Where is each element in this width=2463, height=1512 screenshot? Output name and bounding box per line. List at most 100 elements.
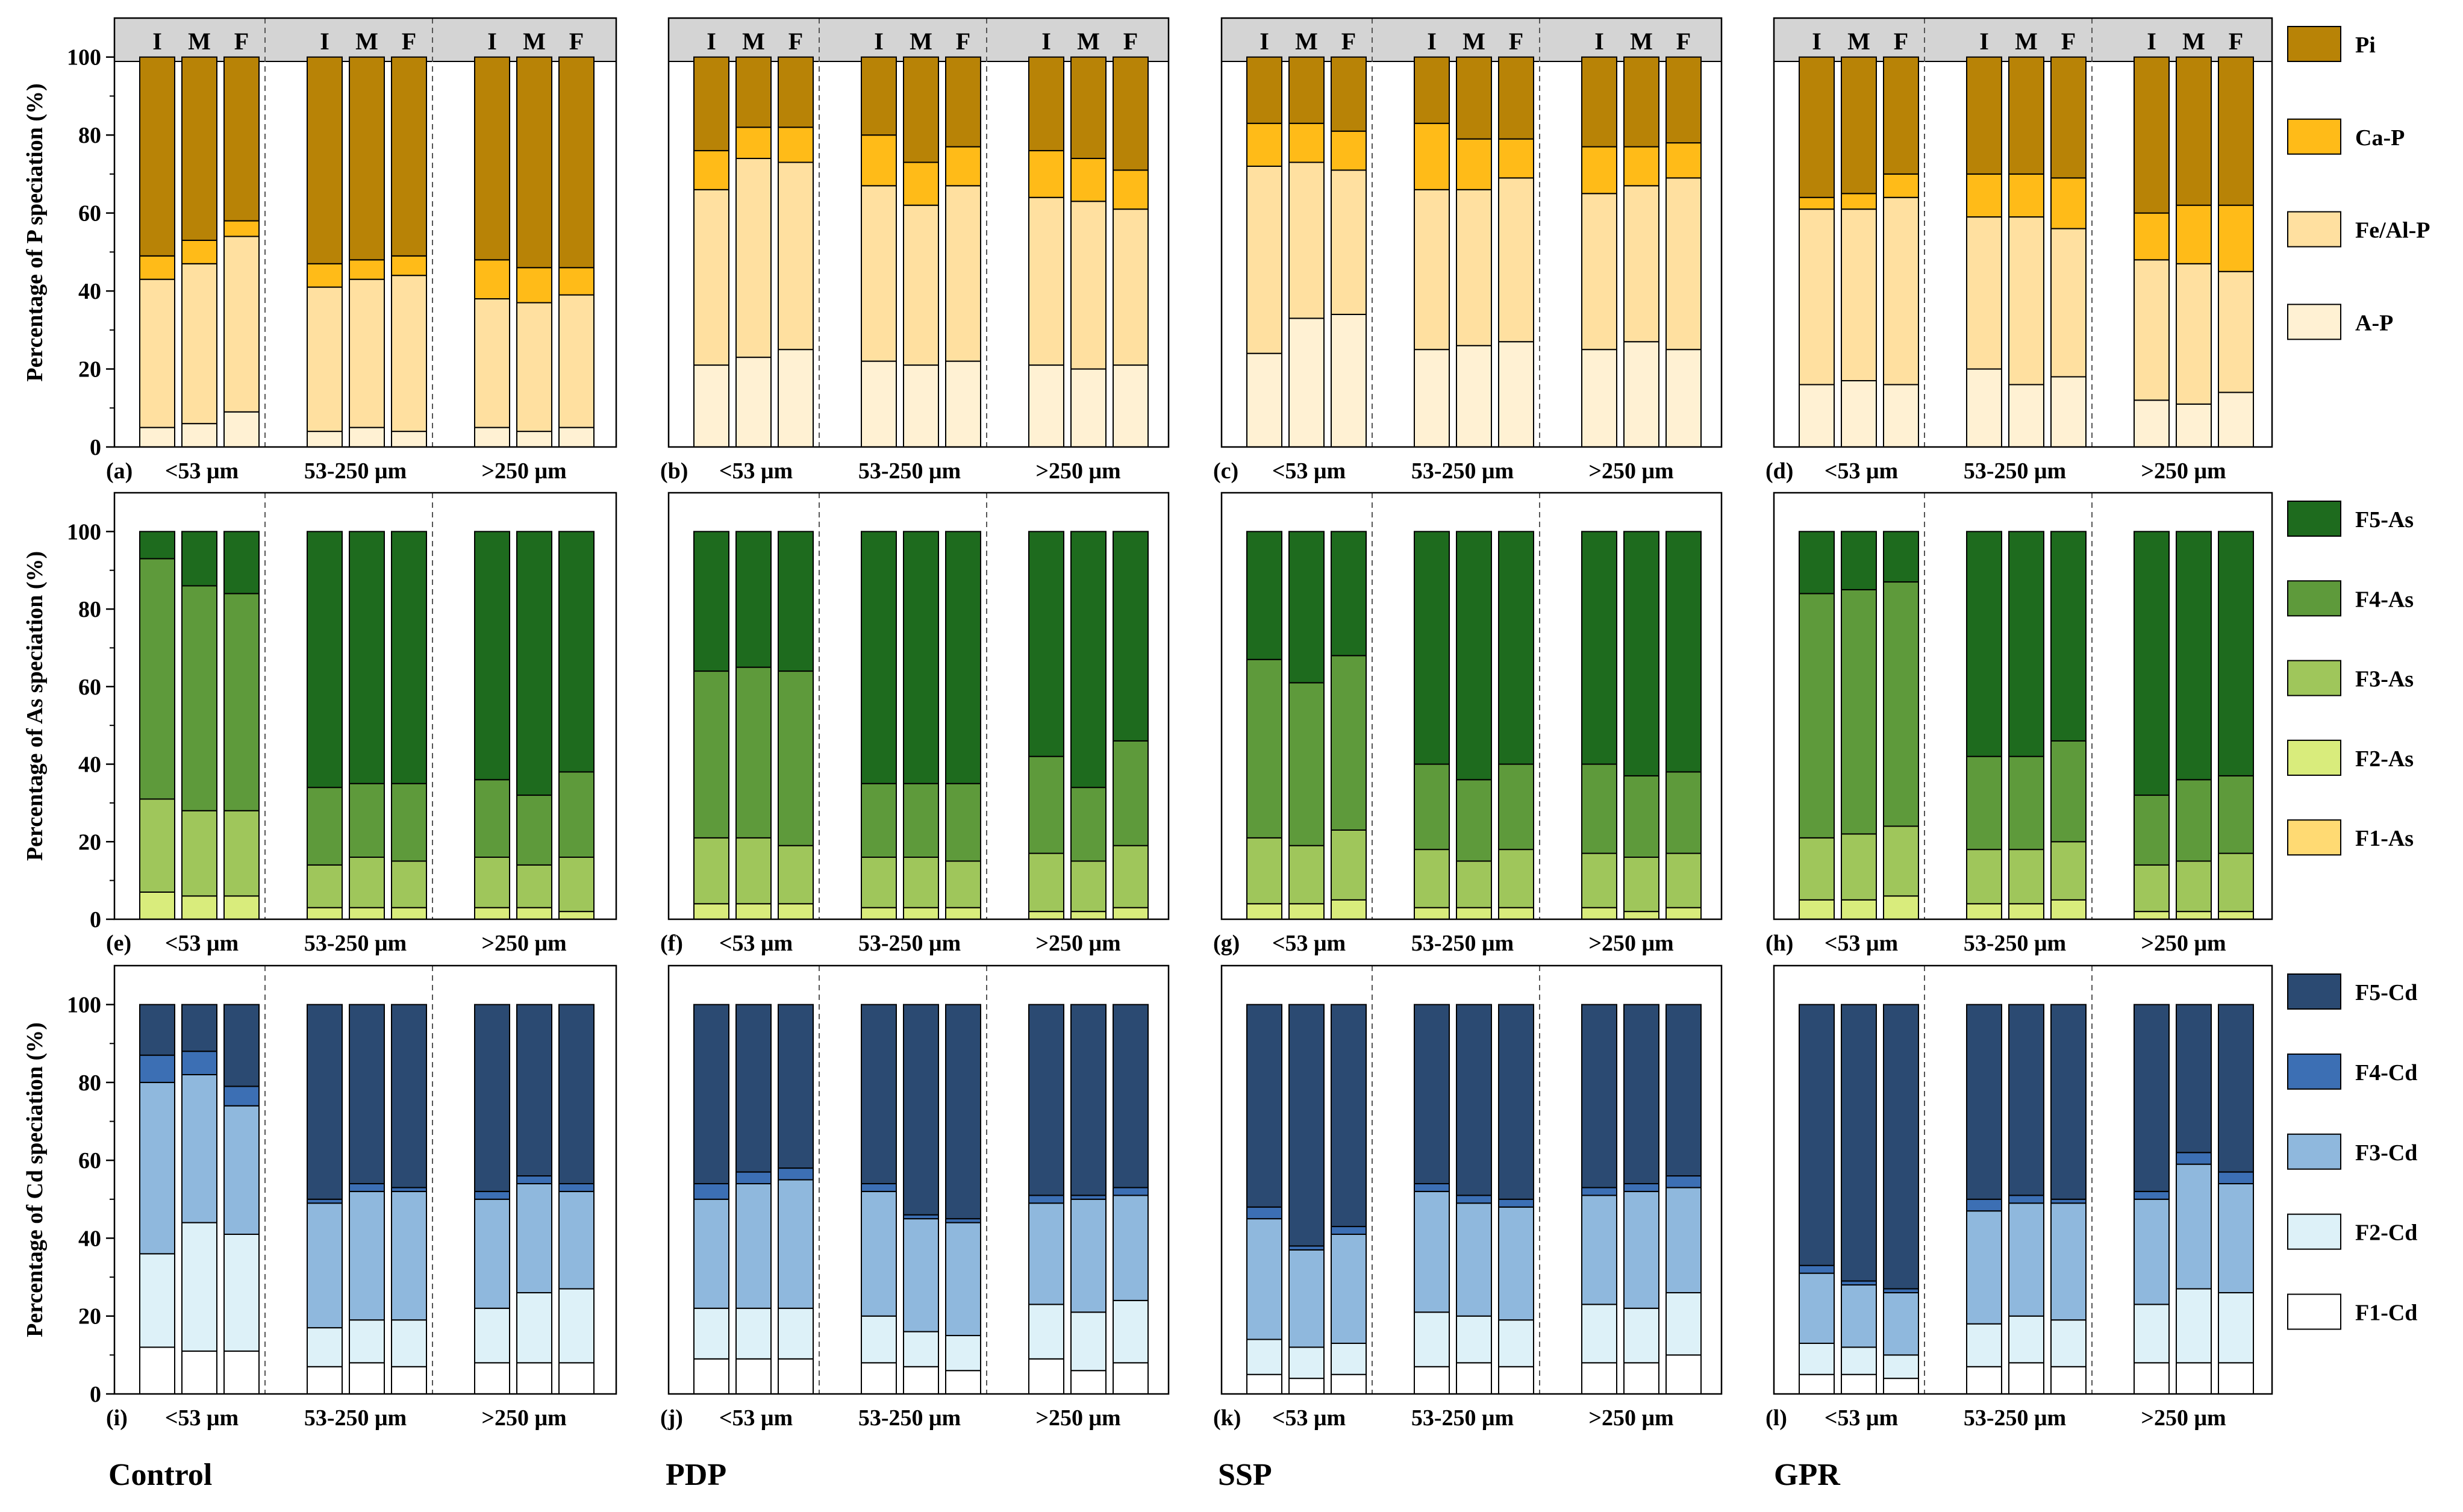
panel-i-bar-4-F2-Cd	[307, 1327, 343, 1367]
panel-a-bar-4-Pi	[307, 56, 343, 264]
panel-h-bar-1-F2-As	[1799, 899, 1835, 920]
panel-a-bar-9-A-P	[558, 426, 595, 448]
panel-e-bar-1-F3-As	[139, 798, 175, 893]
panel-a-bar-4-Ca-P	[307, 263, 343, 288]
panel-g-bar-5-F4-As	[1456, 779, 1492, 862]
panel-b-stage-label: I	[874, 28, 884, 55]
panel-e-bar-7-F3-As	[474, 857, 510, 908]
y-tick-label: 60	[78, 201, 101, 226]
legend-label-F1-Cd: F1-Cd	[2355, 1301, 2417, 1326]
panel-b-bar-5-Pi	[903, 56, 939, 163]
panel-b-bar-2-Ca-P	[735, 127, 772, 160]
panel-g-frame	[1220, 492, 1723, 920]
panel-g-bar-9-F5-As	[1665, 531, 1702, 773]
panel-a-bar-1-Ca-P	[139, 255, 175, 280]
panel-a-bar-1-A-P	[139, 426, 175, 448]
panel-g-bar-1-F5-As	[1246, 531, 1282, 660]
panel-b-bar-3-Fe/Al-P	[778, 161, 814, 351]
panel-a-stage-label: M	[523, 28, 546, 55]
panel-j-bar-4-F1-Cd	[861, 1362, 897, 1395]
panel-i-bar-1-F4-Cd	[139, 1054, 175, 1083]
panel-k-bar-9-F4-Cd	[1665, 1175, 1702, 1189]
panel-b-bar-1-Pi	[693, 56, 729, 152]
panel-e-bar-9-F2-As	[558, 911, 595, 920]
panel-i-bar-5-F4-Cd	[349, 1182, 385, 1192]
panel-e-letter: (e)	[106, 931, 131, 956]
panel-f-bar-4-F3-As	[861, 857, 897, 908]
panel-k-size-label: >250 μm	[1588, 1405, 1673, 1431]
panel-f-bar-1-F3-As	[693, 837, 729, 905]
panel-e-bar-4-F3-As	[307, 864, 343, 908]
panel-l-bar-9-F2-Cd	[2218, 1292, 2254, 1364]
panel-e-bar-7-F2-As	[474, 907, 510, 920]
panel-c-stage-label: I	[1594, 28, 1604, 55]
panel-l-bar-1-F3-Cd	[1799, 1272, 1835, 1344]
panel-d-bar-1-Pi	[1799, 56, 1835, 198]
panel-h-bar-8-F2-As	[2176, 911, 2212, 920]
panel-d-bar-4-Fe/Al-P	[1966, 216, 2002, 370]
legend-swatch-F3-As	[2287, 660, 2341, 696]
panel-d-stage-label: F	[1894, 28, 1908, 55]
panel-i-size-label: <53 μm	[165, 1405, 239, 1431]
panel-a-bar-9-Fe/Al-P	[558, 294, 595, 428]
panel-i-bar-5-F5-Cd	[349, 1004, 385, 1184]
panel-k-bar-1-F1-Cd	[1246, 1373, 1282, 1395]
panel-d-bar-2-Pi	[1841, 56, 1877, 195]
panel-e-bar-6-F5-As	[391, 531, 427, 784]
panel-a-bar-4-A-P	[307, 431, 343, 448]
panel-j-bar-9-F2-Cd	[1113, 1299, 1149, 1364]
panel-j-bar-4-F3-Cd	[861, 1190, 897, 1317]
panel-f-bar-9-F2-As	[1113, 907, 1149, 920]
panel-h-bar-9-F3-As	[2218, 852, 2254, 913]
panel-c-bar-9-A-P	[1665, 349, 1702, 448]
panel-h-bar-6-F4-As	[2050, 740, 2087, 843]
panel-e-bar-5-F5-As	[349, 531, 385, 784]
panel-a-letter: (a)	[106, 458, 133, 484]
panel-e-bar-5-F3-As	[349, 857, 385, 908]
panel-i-size-label: >250 μm	[481, 1405, 566, 1431]
panel-e-bar-2-F2-As	[181, 895, 217, 920]
panel-a-bar-6-Pi	[391, 56, 427, 257]
panel-i-bar-1-F1-Cd	[139, 1346, 175, 1395]
panel-c-bar-3-Pi	[1331, 56, 1367, 132]
y-tick-label: 0	[90, 435, 101, 460]
panel-c-size-label: 53-250 μm	[1411, 458, 1514, 484]
panel-e-bar-6-F4-As	[391, 783, 427, 862]
panel-b-stage-label: M	[742, 28, 765, 55]
panel-g-bar-7-F5-As	[1581, 531, 1617, 765]
panel-j-bar-7-F1-Cd	[1028, 1358, 1064, 1395]
panel-j-bar-6-F5-Cd	[945, 1004, 981, 1220]
panel-c-bar-5-Ca-P	[1456, 138, 1492, 190]
panel-e-bar-2-F4-As	[181, 585, 217, 811]
panel-l-bar-2-F3-Cd	[1841, 1284, 1877, 1348]
panel-g-bar-6-F4-As	[1498, 763, 1534, 851]
panel-b-bar-8-Ca-P	[1070, 158, 1107, 202]
y-axis-title-As: Percentage of As speciation (%)	[22, 551, 48, 861]
panel-c-bar-4-Pi	[1414, 56, 1450, 124]
panel-l-bar-2-F5-Cd	[1841, 1004, 1877, 1282]
panel-i-bar-6-F2-Cd	[391, 1319, 427, 1367]
panel-i-bar-8-F3-Cd	[516, 1182, 552, 1293]
panel-a-stage-label: M	[188, 28, 211, 55]
panel-b-bar-5-A-P	[903, 364, 939, 448]
panel-d-bar-2-Ca-P	[1841, 193, 1877, 210]
panel-b-bar-7-Ca-P	[1028, 150, 1064, 198]
panel-l-letter: (l)	[1765, 1405, 1787, 1431]
panel-e-bar-4-F5-As	[307, 531, 343, 789]
panel-a-bar-7-Fe/Al-P	[474, 298, 510, 428]
panel-e-size-label: >250 μm	[481, 931, 566, 956]
panel-l-bar-7-F5-Cd	[2134, 1004, 2170, 1192]
panel-d-stage-label: I	[1812, 28, 1821, 55]
panel-j-bar-3-F3-Cd	[778, 1179, 814, 1309]
legend-swatch-F1-As	[2287, 819, 2341, 856]
panel-j-frame	[667, 964, 1170, 1395]
panel-j-bar-2-F3-Cd	[735, 1182, 772, 1309]
panel-b-stage-label: M	[910, 28, 932, 55]
panel-b-size-label: <53 μm	[719, 458, 793, 484]
panel-g-bar-8-F5-As	[1623, 531, 1659, 776]
panel-f-bar-4-F2-As	[861, 907, 897, 920]
panel-l-bar-1-F4-Cd	[1799, 1264, 1835, 1274]
panel-g-bar-7-F3-As	[1581, 852, 1617, 908]
legend-swatch-F2-Cd	[2287, 1213, 2341, 1250]
panel-l-bar-8-F3-Cd	[2176, 1163, 2212, 1290]
